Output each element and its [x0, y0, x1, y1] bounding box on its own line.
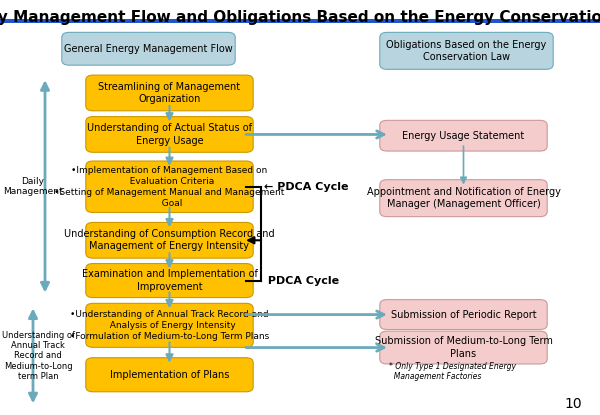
Text: Submission of Periodic Report: Submission of Periodic Report: [391, 310, 536, 320]
Text: •Understanding of Annual Track Record and
  Analysis of Energy Intensity
•Formul: •Understanding of Annual Track Record an…: [70, 310, 269, 341]
Text: Understanding of Actual Status of
Energy Usage: Understanding of Actual Status of Energy…: [87, 123, 252, 146]
Text: Implementation of Plans: Implementation of Plans: [110, 370, 229, 380]
Text: Appointment and Notification of Energy
Manager (Management Officer): Appointment and Notification of Energy M…: [367, 187, 560, 209]
FancyBboxPatch shape: [86, 161, 253, 212]
Text: Understanding of
Annual Track
Record and
Medium-to-Long
term Plan: Understanding of Annual Track Record and…: [2, 331, 75, 381]
Text: Daily
Management: Daily Management: [3, 177, 62, 196]
Text: Obligations Based on the Energy
Conservation Law: Obligations Based on the Energy Conserva…: [386, 40, 547, 62]
FancyBboxPatch shape: [86, 75, 253, 111]
FancyBboxPatch shape: [86, 264, 253, 298]
Text: 10: 10: [565, 397, 582, 411]
FancyBboxPatch shape: [86, 222, 253, 258]
FancyBboxPatch shape: [0, 19, 600, 23]
Text: •Implementation of Management Based on
  Evaluation Criteria
•Setting of Managem: •Implementation of Management Based on E…: [55, 166, 284, 208]
Text: Energy Usage Statement: Energy Usage Statement: [403, 131, 524, 141]
Text: * Only Type 1 Designated Energy
  Management Factories: * Only Type 1 Designated Energy Manageme…: [389, 362, 516, 381]
Text: General Energy Management Flow: General Energy Management Flow: [64, 44, 233, 54]
FancyBboxPatch shape: [380, 120, 547, 151]
Text: Streamlining of Management
Organization: Streamlining of Management Organization: [98, 82, 241, 104]
FancyBboxPatch shape: [380, 300, 547, 330]
Text: Submission of Medium-to-Long Term
Plans: Submission of Medium-to-Long Term Plans: [374, 337, 553, 359]
FancyBboxPatch shape: [62, 32, 235, 65]
Text: Understanding of Consumption Record and
Management of Energy Intensity: Understanding of Consumption Record and …: [64, 229, 275, 251]
Text: PDCA Cycle: PDCA Cycle: [264, 276, 339, 286]
FancyBboxPatch shape: [380, 331, 547, 364]
FancyBboxPatch shape: [380, 32, 553, 69]
Text: Examination and Implementation of
Improvement: Examination and Implementation of Improv…: [82, 269, 257, 292]
FancyBboxPatch shape: [380, 180, 547, 217]
Text: Energy Management Flow and Obligations Based on the Energy Conservation Law: Energy Management Flow and Obligations B…: [0, 10, 600, 25]
FancyBboxPatch shape: [86, 303, 253, 347]
FancyBboxPatch shape: [86, 358, 253, 392]
Text: ← PDCA Cycle: ← PDCA Cycle: [264, 182, 349, 192]
FancyBboxPatch shape: [86, 117, 253, 152]
